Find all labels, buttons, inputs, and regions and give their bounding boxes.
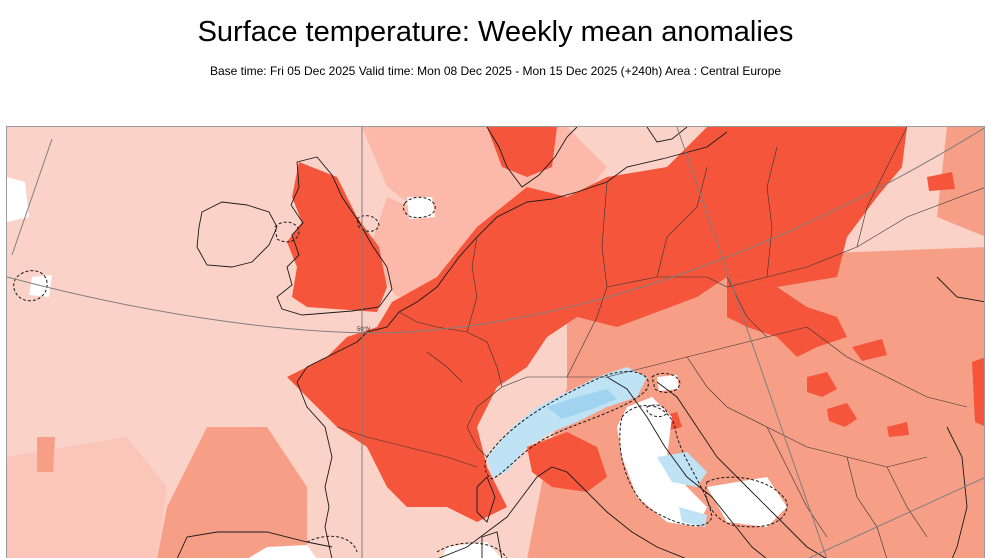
anomaly-map-canvas: 50°N	[7, 127, 984, 558]
graticule-label: 50°N	[357, 327, 370, 333]
map-title: Surface temperature: Weekly mean anomali…	[197, 16, 794, 48]
map-subtitle: Base time: Fri 05 Dec 2025 Valid time: M…	[209, 64, 782, 78]
anomaly-map: 50°N	[6, 126, 985, 558]
graticule	[7, 127, 984, 558]
zero-contours	[13, 196, 788, 558]
country-borders	[336, 127, 984, 558]
